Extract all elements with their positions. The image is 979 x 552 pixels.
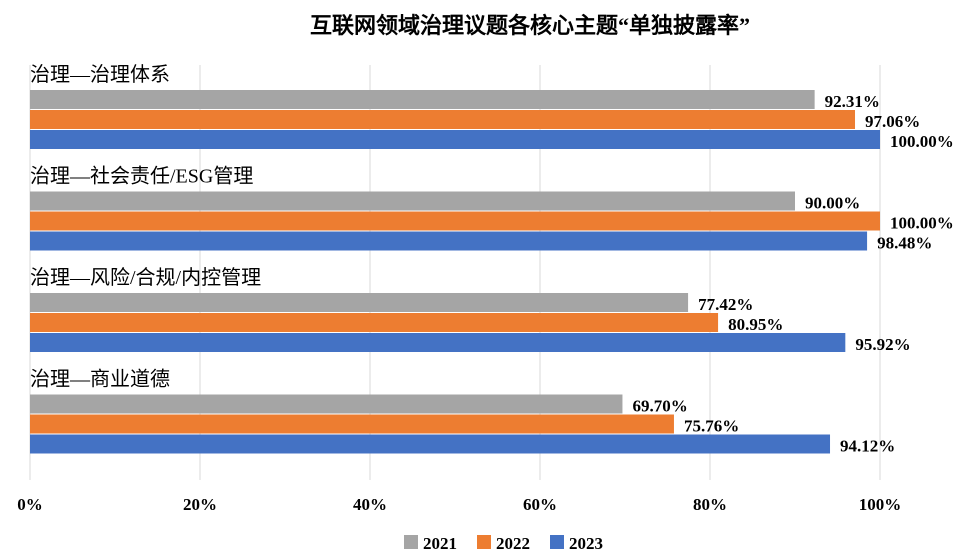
data-label: 80.95% — [728, 315, 783, 334]
bar — [30, 293, 689, 312]
category-label: 治理—治理体系 — [30, 63, 170, 86]
data-label: 90.00% — [805, 194, 860, 213]
data-label: 97.06% — [865, 112, 920, 131]
bar — [30, 333, 846, 352]
bar — [30, 130, 880, 149]
bar — [30, 191, 795, 211]
data-label: 100.00% — [890, 132, 954, 151]
x-tick-label: 0% — [17, 495, 43, 514]
data-label: 77.42% — [698, 295, 753, 314]
x-tick-label: 100% — [859, 495, 902, 514]
data-label: 69.70% — [632, 397, 687, 416]
legend-swatch — [477, 535, 491, 549]
bar — [30, 434, 831, 454]
category-label: 治理—社会责任/ESG管理 — [30, 165, 253, 188]
chart-title: 互联网领域治理议题各核心主题“单独披露率” — [310, 13, 750, 38]
bar — [30, 313, 719, 332]
x-tick-label: 60% — [523, 495, 557, 514]
data-label: 92.31% — [825, 92, 880, 111]
bar — [30, 110, 856, 129]
data-label: 95.92% — [855, 335, 910, 354]
legend-label: 2022 — [496, 534, 530, 552]
bar — [30, 211, 880, 231]
category-label: 治理—商业道德 — [30, 368, 170, 391]
x-tick-label: 40% — [353, 495, 387, 514]
legend-label: 2023 — [569, 534, 603, 552]
data-label: 75.76% — [684, 417, 739, 436]
x-tick-label: 20% — [183, 495, 217, 514]
legend-swatch — [550, 535, 564, 549]
legend-swatch — [404, 535, 418, 549]
x-tick-label: 80% — [693, 495, 727, 514]
data-label: 100.00% — [890, 214, 954, 233]
bar — [30, 231, 868, 251]
category-label: 治理—风险/合规/内控管理 — [30, 266, 261, 289]
bar — [30, 414, 674, 434]
data-label: 98.48% — [877, 234, 932, 253]
data-label: 94.12% — [840, 437, 895, 456]
bar — [30, 394, 623, 414]
bar — [30, 90, 815, 109]
legend-label: 2021 — [423, 534, 457, 552]
